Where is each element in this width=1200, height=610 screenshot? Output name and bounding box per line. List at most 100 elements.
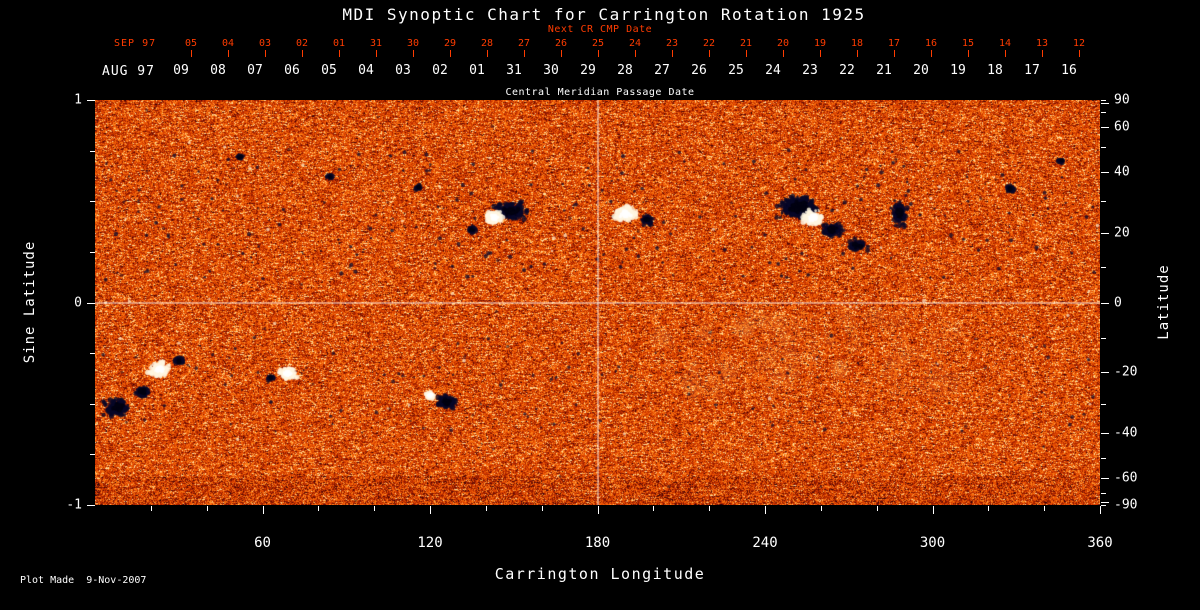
cmp-date: 07 bbox=[247, 63, 263, 78]
latitude-tick-label: -40 bbox=[1114, 425, 1138, 441]
latitude-tick bbox=[1101, 403, 1106, 405]
cmp-date: 27 bbox=[654, 63, 670, 78]
next-cr-tick bbox=[931, 50, 932, 57]
latitude-tick bbox=[1101, 100, 1106, 101]
longitude-minor-tick bbox=[988, 506, 990, 511]
next-cr-tick bbox=[487, 50, 488, 57]
plot-made-timestamp: Plot Made 9-Nov-2007 bbox=[20, 575, 147, 586]
sine-latitude-tick-label: 1 bbox=[74, 92, 82, 108]
latitude-tick-label: -60 bbox=[1114, 470, 1138, 486]
next-cr-date: 12 bbox=[1072, 38, 1086, 49]
cmp-date: 03 bbox=[395, 63, 411, 78]
next-cr-date: 28 bbox=[480, 38, 494, 49]
next-cr-tick bbox=[968, 50, 969, 57]
next-cr-tick bbox=[598, 50, 599, 57]
longitude-tick bbox=[430, 506, 431, 514]
longitude-minor-tick bbox=[374, 506, 376, 511]
latitude-tick bbox=[1101, 103, 1109, 105]
latitude-tick bbox=[1101, 501, 1109, 503]
cmp-date: 26 bbox=[691, 63, 707, 78]
longitude-minor-tick bbox=[1044, 506, 1046, 511]
cmp-date: 20 bbox=[913, 63, 929, 78]
latitude-tick bbox=[1101, 505, 1106, 506]
latitude-tick-label: 60 bbox=[1114, 119, 1130, 135]
aug-97-axis-label: AUG 97 bbox=[102, 64, 155, 79]
cmp-date: 30 bbox=[543, 63, 559, 78]
sine-latitude-minor-tick bbox=[90, 454, 95, 456]
next-cr-date: 31 bbox=[369, 38, 383, 49]
longitude-tick bbox=[1100, 506, 1101, 514]
longitude-minor-tick bbox=[709, 506, 711, 511]
sep-97-axis-label: SEP 97 bbox=[114, 38, 157, 49]
latitude-tick bbox=[1101, 457, 1106, 459]
next-cr-tick bbox=[1042, 50, 1043, 57]
longitude-minor-tick bbox=[485, 506, 487, 511]
next-cr-tick bbox=[302, 50, 303, 57]
next-cr-tick bbox=[413, 50, 414, 57]
next-cr-tick bbox=[228, 50, 229, 57]
next-cr-tick bbox=[820, 50, 821, 57]
next-cr-date: 21 bbox=[739, 38, 753, 49]
next-cr-date: 22 bbox=[702, 38, 716, 49]
cmp-date: 02 bbox=[432, 63, 448, 78]
latitude-tick bbox=[1101, 233, 1109, 235]
sine-latitude-tick bbox=[87, 505, 95, 506]
longitude-minor-tick bbox=[541, 506, 543, 511]
next-cr-date: 17 bbox=[887, 38, 901, 49]
longitude-tick-label: 300 bbox=[919, 535, 946, 551]
next-cr-tick bbox=[746, 50, 747, 57]
latitude-tick bbox=[1101, 492, 1106, 494]
next-cr-date: 24 bbox=[628, 38, 642, 49]
next-cr-date: 14 bbox=[998, 38, 1012, 49]
next-cr-tick bbox=[1079, 50, 1080, 57]
next-cr-date: 30 bbox=[406, 38, 420, 49]
longitude-minor-tick bbox=[150, 506, 152, 511]
latitude-tick bbox=[1101, 371, 1109, 373]
longitude-tick bbox=[262, 506, 264, 514]
next-cr-date: 27 bbox=[517, 38, 531, 49]
next-cr-tick bbox=[709, 50, 710, 57]
latitude-tick bbox=[1101, 147, 1106, 149]
latitude-tick-label: 40 bbox=[1114, 164, 1130, 180]
cmp-date: 31 bbox=[506, 63, 522, 78]
latitude-tick bbox=[1101, 201, 1106, 203]
next-cr-date: 02 bbox=[295, 38, 309, 49]
next-cr-tick bbox=[265, 50, 266, 57]
cmp-date: 04 bbox=[358, 63, 374, 78]
next-cr-date: 16 bbox=[924, 38, 938, 49]
latitude-tick bbox=[1101, 337, 1106, 339]
sine-latitude-minor-tick bbox=[90, 251, 95, 253]
sine-latitude-tick-label: 0 bbox=[74, 295, 82, 310]
next-cr-tick bbox=[450, 50, 451, 57]
cmp-date: 06 bbox=[284, 63, 300, 78]
cmp-date: 22 bbox=[839, 63, 855, 78]
next-cr-date: 25 bbox=[591, 38, 605, 49]
next-cr-tick bbox=[783, 50, 784, 57]
next-cr-date: 13 bbox=[1035, 38, 1049, 49]
cmp-date: 24 bbox=[765, 63, 781, 78]
longitude-tick-label: 180 bbox=[584, 535, 611, 551]
longitude-tick bbox=[932, 506, 934, 514]
cmp-date: 09 bbox=[173, 63, 189, 78]
cmp-date: 19 bbox=[950, 63, 966, 78]
next-cr-date: 20 bbox=[776, 38, 790, 49]
sine-latitude-tick bbox=[87, 302, 95, 304]
next-cr-tick bbox=[635, 50, 636, 57]
cmp-date: 28 bbox=[617, 63, 633, 78]
latitude-tick bbox=[1101, 302, 1109, 304]
longitude-minor-tick bbox=[876, 506, 878, 511]
latitude-tick-label: 20 bbox=[1114, 225, 1130, 241]
next-cr-date: 23 bbox=[665, 38, 679, 49]
cmp-date: 18 bbox=[987, 63, 1003, 78]
next-cr-tick bbox=[191, 50, 192, 57]
next-cr-tick bbox=[561, 50, 562, 57]
longitude-tick-label: 240 bbox=[752, 535, 778, 551]
next-cr-date: 19 bbox=[813, 38, 827, 49]
cmp-date: 21 bbox=[876, 63, 892, 78]
latitude-tick bbox=[1101, 127, 1109, 129]
cmp-date: 25 bbox=[728, 63, 744, 78]
sine-latitude-tick-label: -1 bbox=[66, 497, 82, 513]
latitude-tick bbox=[1101, 432, 1109, 434]
cmp-date: 17 bbox=[1024, 63, 1040, 78]
